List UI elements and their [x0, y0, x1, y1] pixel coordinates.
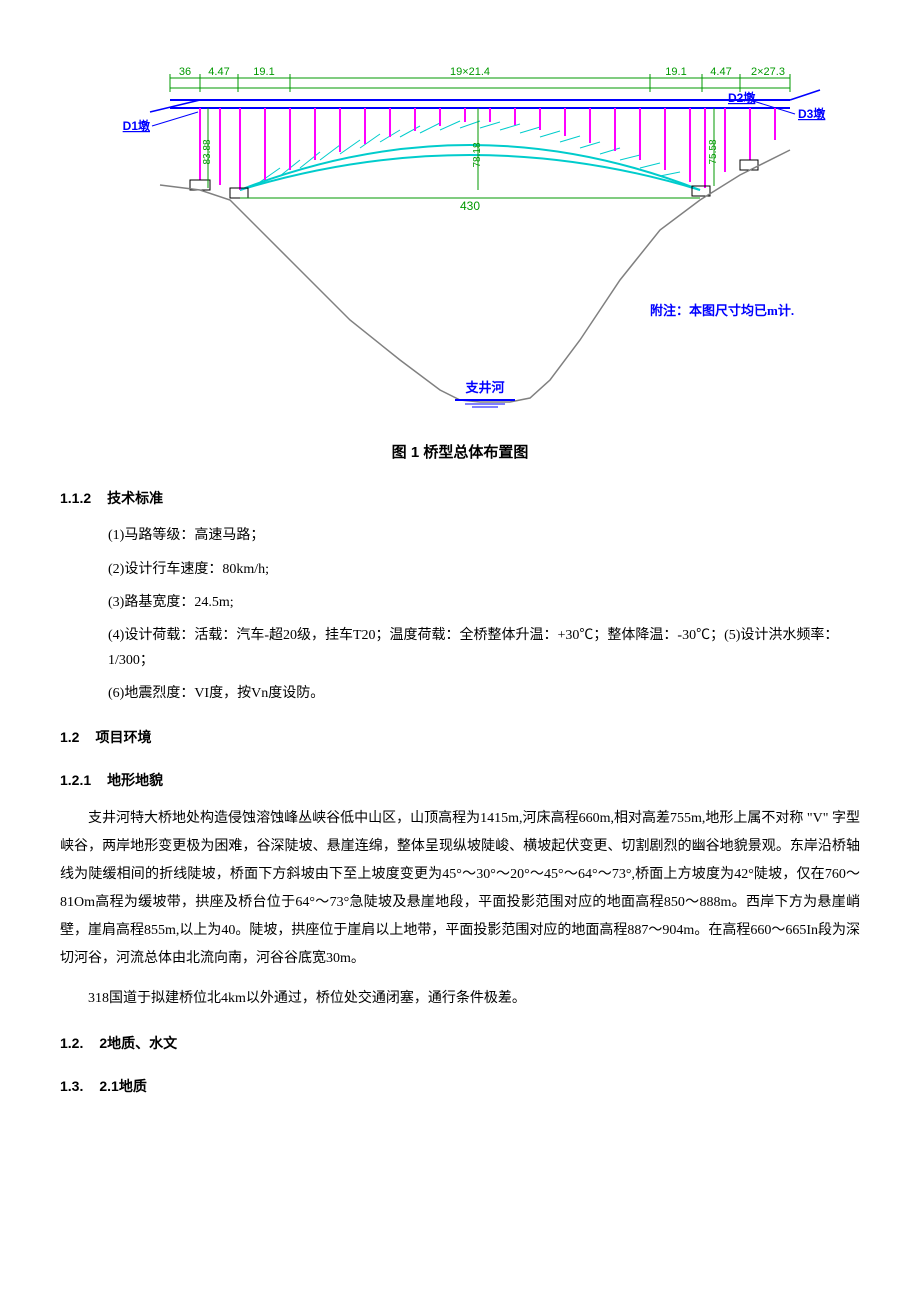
dim-mid-h: 78.18: [472, 142, 483, 167]
dim-right-h: 75.58: [708, 139, 719, 164]
terrain-paragraph-2: 318国道于拟建桥位北4km以外通过，桥位处交通闭塞，通行条件极差。: [60, 985, 860, 1013]
dim-mid: 19×21.4: [450, 66, 490, 78]
river-label: 支井河: [464, 380, 504, 395]
heading-1-2-2: 1.2. 2地质、水文: [60, 1031, 860, 1056]
heading-num: 1.2.: [60, 1035, 83, 1051]
heading-1-2: 1.2 项目环境: [60, 725, 860, 750]
dim-left-h: 83.88: [202, 139, 213, 164]
figure-note: 附注：本图尺寸均已m计.: [650, 303, 794, 318]
heading-num: 1.3.: [60, 1078, 83, 1094]
dim-left1: 36: [179, 66, 191, 78]
heading-num: 1.1.2: [60, 490, 91, 506]
heading-title: 项目环境: [95, 729, 151, 745]
dim-span: 430: [460, 199, 480, 213]
pier-d3-label: D3墩: [798, 106, 826, 121]
heading-title: 地形地貌: [107, 772, 163, 788]
spec-item-6: (6)地震烈度：VI度，按Vn度设防。: [108, 681, 860, 706]
bridge-diagram-svg: 36 4.47 19.1 19×21.4 19.1 4.47 2×27.3 D1…: [90, 60, 830, 420]
dim-right1: 19.1: [665, 66, 686, 78]
heading-1-3-2-1: 1.3. 2.1地质: [60, 1074, 860, 1099]
pier-d1-label: D1墩: [123, 118, 151, 133]
heading-title: 技术标准: [107, 490, 163, 506]
dim-left3: 19.1: [253, 66, 274, 78]
heading-title: 2.1地质: [99, 1078, 146, 1094]
pier-d2-label: D2墩: [728, 90, 756, 105]
spec-item-2: (2)设计行车速度：80km/h;: [108, 557, 860, 582]
spec-item-1: (1)马路等级：高速马路；: [108, 523, 860, 548]
figure-caption: 图 1 桥型总体布置图: [60, 439, 860, 466]
heading-1-1-2: 1.1.2 技术标准: [60, 486, 860, 511]
spec-item-3: (3)路基宽度：24.5m;: [108, 590, 860, 615]
dim-right3: 2×27.3: [751, 66, 785, 78]
dim-left2: 4.47: [208, 66, 229, 78]
figure-bridge-layout: 36 4.47 19.1 19×21.4 19.1 4.47 2×27.3 D1…: [60, 60, 860, 466]
spec-item-4: (4)设计荷载：活载：汽车-超20级，挂车T20；温度荷载：全桥整体升温：+30…: [108, 623, 860, 673]
heading-1-2-1: 1.2.1 地形地貌: [60, 768, 860, 793]
heading-num: 1.2: [60, 729, 79, 745]
dim-right2: 4.47: [710, 66, 731, 78]
heading-title: 2地质、水文: [99, 1035, 177, 1051]
heading-num: 1.2.1: [60, 772, 91, 788]
terrain-paragraph-1: 支井河特大桥地处构造侵蚀溶蚀峰丛峡谷低中山区，山顶高程为1415m,河床高程66…: [60, 805, 860, 973]
